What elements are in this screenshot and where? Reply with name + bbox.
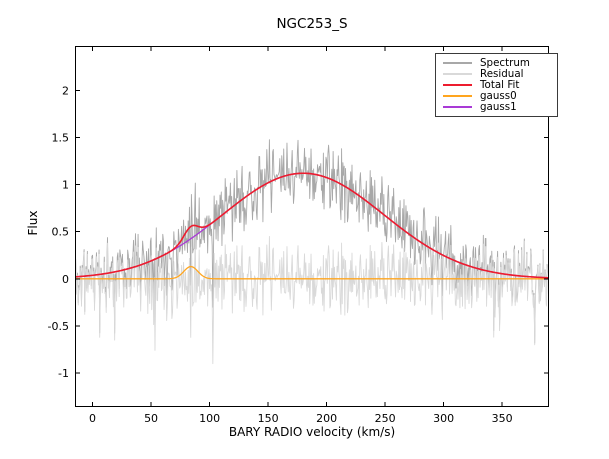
y-tick-label: -0.5: [48, 320, 69, 333]
y-tick-label: 0: [62, 273, 69, 286]
legend-label: gauss0: [480, 90, 517, 102]
legend-label: gauss1: [480, 101, 517, 113]
plot-frame: [75, 46, 549, 407]
legend-item: Total Fit: [443, 80, 551, 90]
legend: Spectrum Residual Total Fit gauss0 gauss1: [435, 53, 558, 117]
legend-label: Spectrum: [480, 57, 530, 69]
x-tick-label: 0: [89, 412, 96, 425]
legend-line-sample: [443, 95, 472, 97]
legend-line-sample: [443, 84, 472, 86]
y-tick-label: 0.5: [52, 226, 70, 239]
residual-line: [75, 235, 549, 365]
x-tick-label: 250: [375, 412, 396, 425]
spectrum-line: [75, 139, 549, 344]
legend-item: gauss1: [443, 102, 551, 112]
legend-line-sample: [443, 62, 472, 64]
x-tick-label: 300: [433, 412, 454, 425]
x-axis-label: BARY RADIO velocity (km/s): [228, 425, 396, 439]
legend-item: Spectrum: [443, 58, 551, 68]
y-tick-label: 1.5: [52, 131, 70, 144]
legend-label: Total Fit: [480, 79, 520, 91]
y-tick-label: 1: [62, 179, 69, 192]
x-tick-label: 200: [316, 412, 337, 425]
chart-title: NGC253_S: [276, 16, 348, 32]
x-tick-label: 50: [144, 412, 158, 425]
legend-item: gauss0: [443, 91, 551, 101]
x-tick-label: 100: [199, 412, 220, 425]
y-tick-label: -1: [58, 367, 69, 380]
legend-item: Residual: [443, 69, 551, 79]
legend-label: Residual: [480, 68, 524, 80]
gauss0-line: [75, 265, 549, 280]
y-tick-label: 2: [62, 84, 69, 97]
legend-line-sample: [443, 73, 472, 75]
x-tick-label: 350: [492, 412, 513, 425]
total-fit-line: [75, 172, 549, 279]
legend-line-sample: [443, 106, 472, 108]
x-tick-label: 150: [258, 412, 279, 425]
